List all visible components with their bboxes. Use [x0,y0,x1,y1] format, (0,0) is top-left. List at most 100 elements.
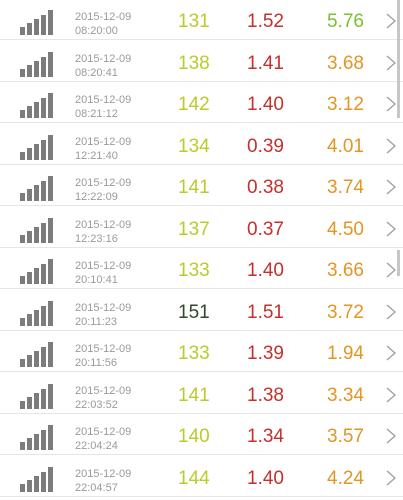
signal-bar [41,139,46,160]
chevron-right-icon[interactable] [383,303,399,321]
timestamp: 2015-12-09 20:11:23 [75,301,131,329]
date-text: 2015-12-09 [75,426,132,438]
signal-bar [41,347,46,367]
signal-bars-icon [20,466,56,492]
chevron-right-icon[interactable] [383,386,399,404]
date-text: 2015-12-09 [75,218,132,231]
signal-bar [34,19,39,35]
signal-bar [27,230,32,243]
value-3: 3.57 [327,426,364,447]
signal-bar [48,300,53,326]
chevron-right-icon[interactable] [383,220,399,238]
chevron-right-icon[interactable] [383,12,399,30]
value-3: 3.12 [327,94,364,115]
time-text: 08:21:12 [75,108,118,120]
chevron-right-icon[interactable] [383,469,399,487]
signal-bar [48,425,53,450]
signal-bar [34,351,39,367]
signal-bar [34,392,39,409]
value-3: 3.74 [327,177,364,198]
signal-bar [27,147,32,160]
time-text: 12:23:16 [75,232,118,245]
list-item[interactable]: 2015-12-09 22:04:57 144 1.40 4.24 [0,457,403,497]
value-2: 0.37 [247,218,284,240]
value-1: 140 [178,426,210,447]
chevron-right-icon[interactable] [383,178,399,196]
value-1: 144 [178,467,210,489]
value-1: 134 [178,135,210,157]
signal-bar [41,15,46,35]
list-item[interactable]: 2015-12-09 08:20:41 138 1.41 3.68 [0,42,403,82]
signal-bar [34,475,39,492]
signal-bar [41,305,46,326]
chevron-right-icon[interactable] [383,95,399,113]
timestamp: 2015-12-09 12:22:09 [75,176,131,204]
signal-bar [27,438,32,450]
signal-bar [20,483,25,492]
signal-bar [48,51,53,77]
signal-bar [34,268,39,284]
signal-bars-icon [20,258,56,284]
signal-bar [20,68,25,77]
signal-bars-icon [20,9,56,35]
signal-bar [20,359,25,367]
value-1: 137 [178,218,210,240]
signal-bar [41,222,46,243]
signal-bar [27,396,32,409]
list-item[interactable]: 2015-12-09 22:03:52 141 1.38 3.34 [0,374,403,414]
chevron-right-icon[interactable] [383,137,399,155]
signal-bar [48,93,53,118]
time-text: 20:11:56 [75,357,118,369]
value-1: 141 [178,384,210,406]
timestamp: 2015-12-09 22:03:52 [75,384,131,412]
chevron-right-icon[interactable] [383,54,399,72]
signal-bar [48,383,53,409]
scrollbar-thumb[interactable] [397,0,400,118]
list-item[interactable]: 2015-12-09 12:23:16 137 0.37 4.50 [0,208,403,248]
time-text: 08:20:41 [75,66,118,79]
date-text: 2015-12-09 [75,301,132,314]
signal-bar [27,23,32,35]
value-2: 0.39 [247,135,284,157]
value-1: 138 [178,52,210,74]
list-item[interactable]: 2015-12-09 12:21:40 134 0.39 4.01 [0,125,403,165]
list-item[interactable]: 2015-12-09 20:11:23 151 1.51 3.72 [0,291,403,331]
signal-bar [34,60,39,77]
date-text: 2015-12-09 [75,343,132,355]
chevron-right-icon[interactable] [383,344,399,362]
time-text: 08:20:00 [75,25,118,37]
value-2: 1.40 [247,94,284,115]
signal-bars-icon [20,300,56,326]
chevron-right-icon[interactable] [383,427,399,445]
value-3: 4.24 [327,467,364,489]
signal-bar [34,226,39,243]
value-2: 1.40 [247,467,284,489]
signal-bar [41,98,46,118]
signal-bar [34,102,39,118]
scrollbar-thumb[interactable] [397,250,400,276]
list-item[interactable]: 2015-12-09 20:11:56 133 1.39 1.94 [0,332,403,372]
signal-bar [27,189,32,201]
list-item[interactable]: 2015-12-09 20:10:41 133 1.40 3.66 [0,249,403,289]
value-3: 3.34 [327,384,364,406]
value-3: 3.72 [327,301,364,323]
chevron-right-icon[interactable] [383,261,399,279]
signal-bar [34,185,39,201]
date-text: 2015-12-09 [75,177,132,189]
list-item[interactable]: 2015-12-09 12:22:09 141 0.38 3.74 [0,166,403,206]
timestamp: 2015-12-09 12:23:16 [75,218,131,246]
list-item[interactable]: 2015-12-09 08:20:00 131 1.52 5.76 [0,0,403,40]
value-3: 4.01 [327,135,364,157]
timestamp: 2015-12-09 08:21:12 [75,93,131,121]
signal-bars-icon [20,92,56,118]
signal-bar [41,56,46,77]
list-item[interactable]: 2015-12-09 08:21:12 142 1.40 3.12 [0,83,403,123]
list-item[interactable]: 2015-12-09 22:04:24 140 1.34 3.57 [0,415,403,455]
time-text: 12:21:40 [75,149,118,162]
signal-bar [20,193,25,201]
signal-bar [27,479,32,492]
time-text: 22:04:24 [75,440,118,452]
signal-bar [34,309,39,326]
value-2: 1.41 [247,52,284,74]
value-3: 5.76 [327,11,364,32]
